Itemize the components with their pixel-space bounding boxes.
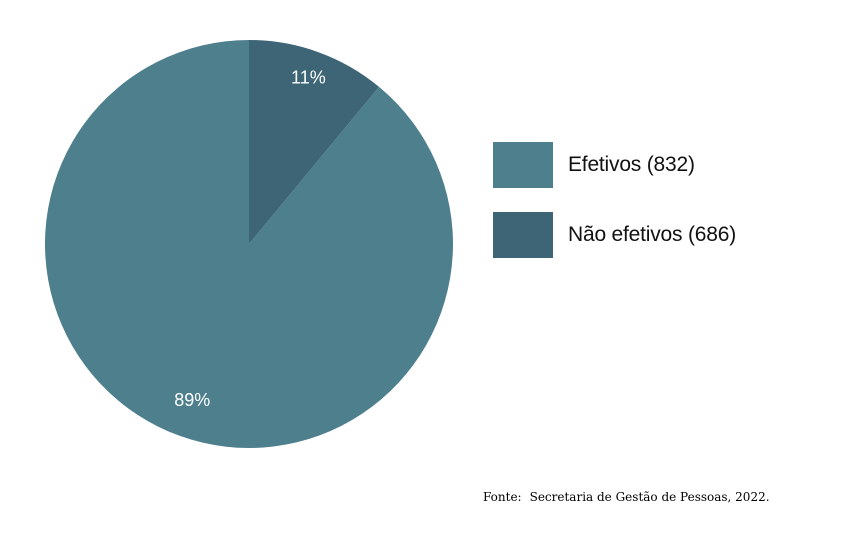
legend-item-1: Não efetivos (686): [493, 212, 736, 258]
legend-swatch-0: [493, 142, 553, 188]
pie-slice-0: [44, 40, 453, 448]
pie-percent-label-0: 89%: [174, 390, 210, 410]
source-note-prefix: Fonte:: [483, 490, 522, 504]
legend-item-0: Efetivos (832): [493, 142, 736, 188]
legend: Efetivos (832) Não efetivos (686): [493, 142, 736, 282]
pie-percent-label-1: 11%: [291, 68, 326, 88]
source-note: Fonte: Secretaria de Gestão de Pessoas, 2…: [483, 490, 770, 504]
legend-label-1: Não efetivos (686): [568, 223, 736, 246]
legend-swatch-1: [493, 212, 553, 258]
source-note-text: Secretaria de Gestão de Pessoas, 2022.: [529, 490, 770, 504]
legend-label-0: Efetivos (832): [568, 153, 695, 176]
pie-slice-1: [249, 40, 380, 244]
